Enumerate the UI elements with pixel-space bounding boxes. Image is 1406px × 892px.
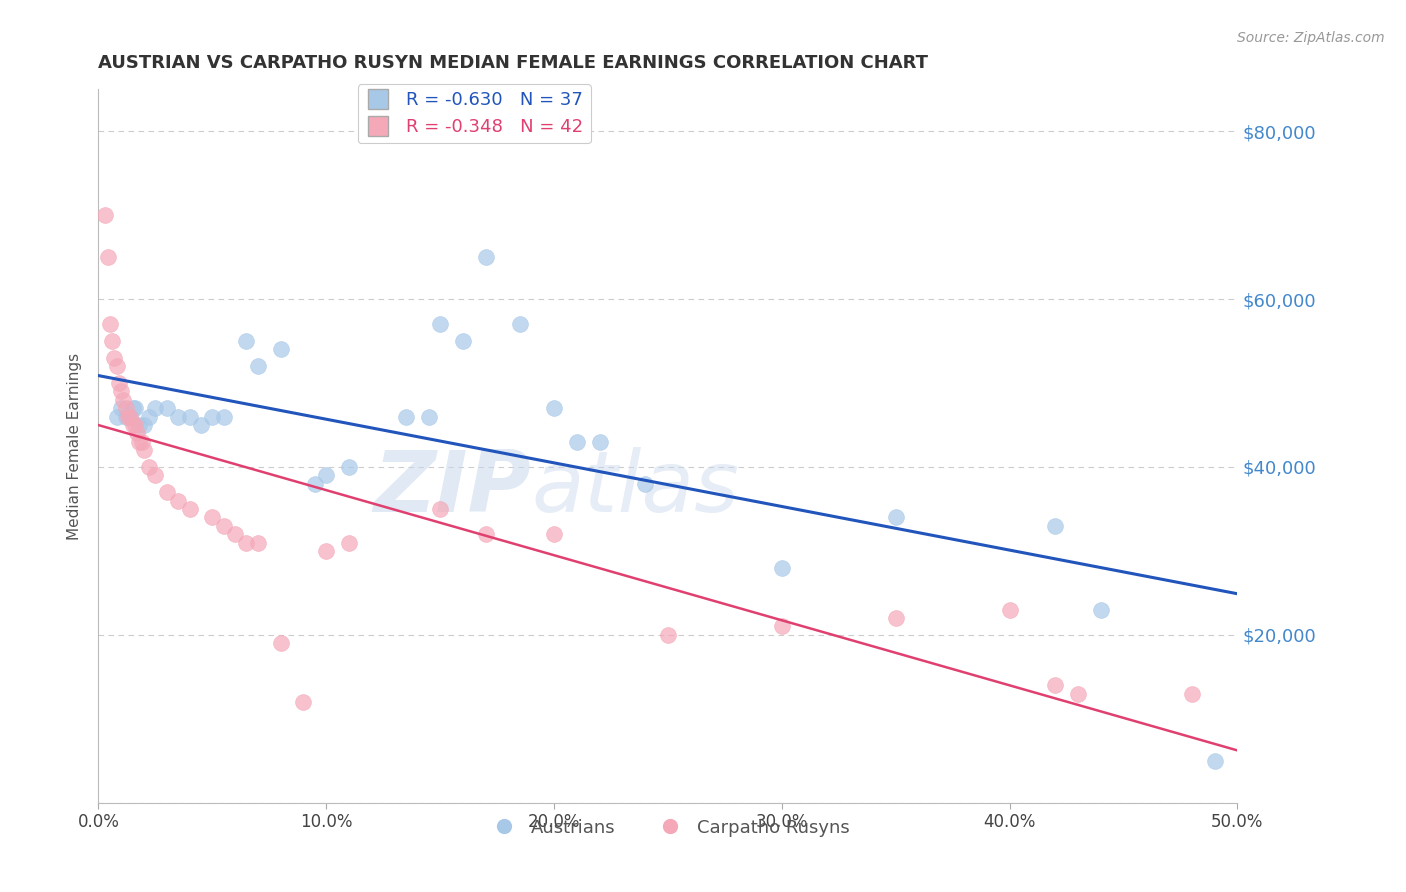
Point <box>304 476 326 491</box>
Point <box>565 434 588 449</box>
Point <box>1204 754 1226 768</box>
Point <box>96 250 118 264</box>
Point <box>1181 687 1204 701</box>
Point <box>337 460 360 475</box>
Point <box>235 535 257 549</box>
Point <box>1090 603 1112 617</box>
Point <box>474 250 496 264</box>
Point <box>418 409 440 424</box>
Point <box>1043 518 1066 533</box>
Text: Source: ZipAtlas.com: Source: ZipAtlas.com <box>1237 31 1385 45</box>
Point <box>132 417 155 432</box>
Point <box>114 409 136 424</box>
Point <box>543 527 565 541</box>
Point <box>884 510 907 524</box>
Point <box>884 611 907 625</box>
Point <box>337 535 360 549</box>
Point <box>145 468 167 483</box>
Point <box>770 619 793 633</box>
Point <box>145 401 167 416</box>
Point <box>110 384 132 399</box>
Point <box>121 417 143 432</box>
Point <box>105 409 128 424</box>
Point <box>110 401 132 416</box>
Point <box>120 409 142 424</box>
Point <box>167 493 190 508</box>
Point <box>128 434 150 449</box>
Point <box>124 401 146 416</box>
Point <box>429 318 451 332</box>
Point <box>132 443 155 458</box>
Point <box>509 318 531 332</box>
Point <box>131 434 153 449</box>
Point <box>270 636 292 650</box>
Point <box>190 417 212 432</box>
Point <box>634 476 657 491</box>
Point <box>212 518 235 533</box>
Point <box>474 527 496 541</box>
Point <box>224 527 246 541</box>
Point <box>543 401 565 416</box>
Point <box>101 334 124 348</box>
Point <box>127 426 149 441</box>
Point <box>588 434 610 449</box>
Point <box>120 409 142 424</box>
Point <box>1043 678 1066 692</box>
Point <box>201 409 224 424</box>
Point <box>124 417 146 432</box>
Point <box>179 502 201 516</box>
Point <box>156 401 179 416</box>
Point <box>114 401 136 416</box>
Point <box>1067 687 1090 701</box>
Point <box>770 560 793 574</box>
Point <box>98 318 121 332</box>
Point <box>138 460 160 475</box>
Text: ZIP: ZIP <box>374 447 531 531</box>
Point <box>315 468 337 483</box>
Point <box>395 409 418 424</box>
Legend: Austrians, Carpatho Rusyns: Austrians, Carpatho Rusyns <box>479 812 856 844</box>
Point <box>128 417 150 432</box>
Point <box>998 603 1021 617</box>
Point <box>167 409 190 424</box>
Point <box>657 628 679 642</box>
Point <box>108 376 131 390</box>
Point <box>315 544 337 558</box>
Point <box>212 409 235 424</box>
Point <box>201 510 224 524</box>
Text: AUSTRIAN VS CARPATHO RUSYN MEDIAN FEMALE EARNINGS CORRELATION CHART: AUSTRIAN VS CARPATHO RUSYN MEDIAN FEMALE… <box>98 54 928 72</box>
Point <box>235 334 257 348</box>
Point <box>121 401 143 416</box>
Point <box>292 695 315 709</box>
Point <box>117 409 139 424</box>
Point <box>429 502 451 516</box>
Point <box>246 359 269 374</box>
Point <box>105 359 128 374</box>
Point <box>138 409 160 424</box>
Y-axis label: Median Female Earnings: Median Female Earnings <box>67 352 83 540</box>
Point <box>179 409 201 424</box>
Point <box>103 351 125 365</box>
Text: atlas: atlas <box>531 447 740 531</box>
Point <box>270 343 292 357</box>
Point <box>156 485 179 500</box>
Point <box>246 535 269 549</box>
Point <box>112 392 135 407</box>
Point <box>451 334 474 348</box>
Point <box>94 208 117 222</box>
